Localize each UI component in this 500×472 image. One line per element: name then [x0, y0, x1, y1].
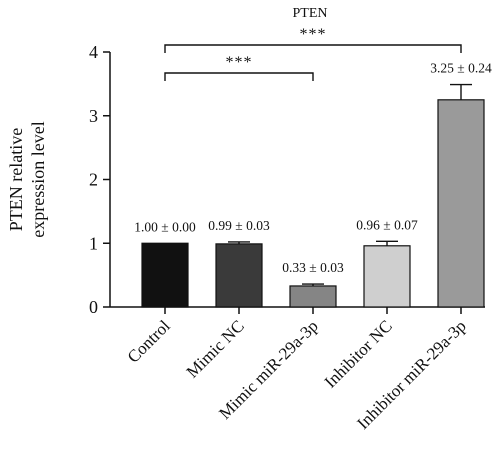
chart-title: PTEN: [293, 6, 328, 21]
y-tick-label-4: 4: [89, 42, 98, 62]
bar-4: [437, 99, 485, 308]
category-label-3: Inhibitor NC: [321, 316, 396, 391]
bar-0: [141, 242, 189, 308]
value-label-2: 0.33 ± 0.03: [282, 260, 344, 275]
significance-bracket-1: [164, 44, 462, 53]
value-label-3: 0.96 ± 0.07: [356, 217, 418, 232]
y-axis-title-line-1: PTEN relative: [6, 128, 26, 231]
significance-label-0: ***: [226, 54, 253, 71]
y-axis-title-line-2: expression level: [28, 121, 48, 237]
value-label-0: 1.00 ± 0.00: [134, 219, 196, 234]
y-tick-label-0: 0: [89, 297, 98, 317]
y-tick-label-1: 1: [89, 233, 98, 253]
bar-3: [363, 245, 411, 308]
y-tick-label-2: 2: [89, 170, 98, 190]
significance-label-1: ***: [300, 26, 327, 43]
bar-1: [215, 243, 263, 308]
category-label-1: Mimic NC: [183, 316, 248, 381]
bar-2: [289, 285, 337, 308]
plot-area: 0 1 2 3 4 1.00 ± 0.00 Control 0.99 ± 0.03 Mimic …: [89, 26, 492, 433]
value-label-1: 0.99 ± 0.03: [208, 218, 270, 233]
y-tick-label-3: 3: [89, 106, 98, 126]
category-label-0: Control: [124, 316, 174, 366]
significance-bracket-0: [164, 72, 314, 81]
value-label-4: 3.25 ± 0.24: [430, 61, 492, 76]
